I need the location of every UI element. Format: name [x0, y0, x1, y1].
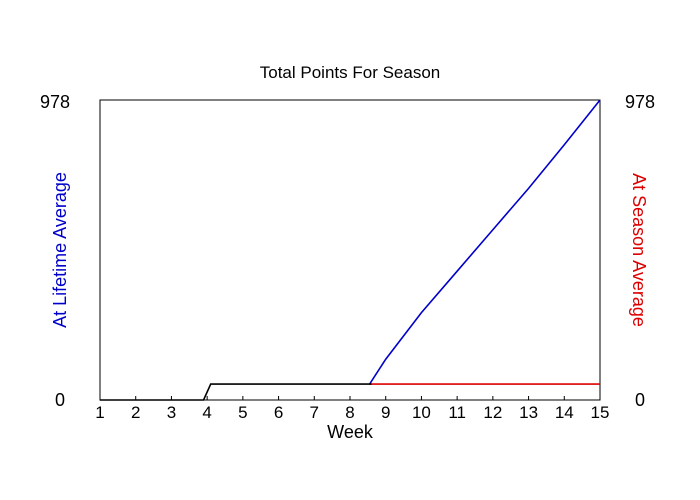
- x-tick-label: 2: [131, 403, 140, 422]
- x-tick-label: 9: [381, 403, 390, 422]
- y-left-min-label: 0: [55, 390, 65, 410]
- y-axis-label-right: At Season Average: [629, 173, 649, 327]
- x-tick-label: 3: [167, 403, 176, 422]
- chart-title: Total Points For Season: [260, 63, 440, 82]
- series-line-lifetime: [368, 99, 601, 385]
- series-layer: [100, 99, 601, 401]
- x-tick-label: 11: [448, 403, 466, 422]
- x-tick-label: 14: [555, 403, 574, 422]
- x-tick-label: 13: [519, 403, 538, 422]
- x-axis-ticks: 1 2 3 4 5 6 7 8 9 10 11 12 13 14 15: [95, 396, 609, 422]
- x-tick-label: 5: [238, 403, 247, 422]
- x-tick-label: 4: [202, 403, 211, 422]
- y-axis-label-left: At Lifetime Average: [50, 172, 70, 328]
- x-tick-label: 10: [412, 403, 431, 422]
- plot-frame: [99, 99, 601, 401]
- x-tick-label: 8: [345, 403, 354, 422]
- x-tick-label: 6: [274, 403, 283, 422]
- x-tick-label: 1: [95, 403, 104, 422]
- x-tick-label: 15: [591, 403, 610, 422]
- x-tick-label: 12: [483, 403, 502, 422]
- y-right-min-label: 0: [635, 390, 645, 410]
- y-right-max-label: 978: [625, 92, 655, 112]
- x-axis-label: Week: [327, 422, 374, 442]
- y-left-max-label: 978: [40, 92, 70, 112]
- series-line-actual: [100, 383, 372, 401]
- x-tick-label: 7: [310, 403, 319, 422]
